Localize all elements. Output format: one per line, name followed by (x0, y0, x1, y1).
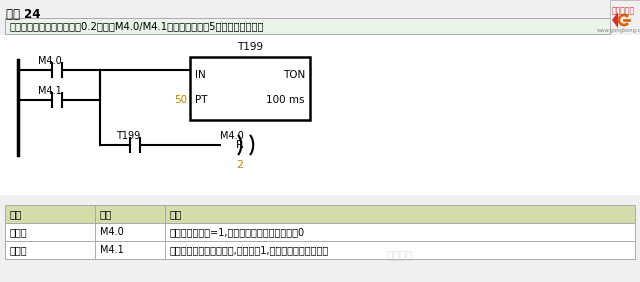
FancyBboxPatch shape (610, 0, 640, 36)
Text: IN: IN (195, 70, 205, 80)
Text: 网络 24: 网络 24 (6, 8, 40, 21)
Text: 50: 50 (174, 95, 187, 105)
FancyBboxPatch shape (0, 35, 640, 195)
FancyBboxPatch shape (190, 57, 310, 120)
Text: R: R (236, 140, 244, 150)
Text: 100 ms: 100 ms (266, 95, 305, 105)
Text: 接收中: 接收中 (10, 245, 28, 255)
Text: M4.0: M4.0 (38, 56, 61, 66)
Text: 符号: 符号 (10, 209, 22, 219)
FancyBboxPatch shape (5, 205, 635, 223)
Text: M4.0: M4.0 (100, 227, 124, 237)
Text: 发送数据时该位=1,发送完毕执行接收中断时置0: 发送数据时该位=1,发送完毕执行接收中断时置0 (170, 227, 305, 237)
Text: 工控老马: 工控老马 (387, 251, 413, 261)
Text: M4.1: M4.1 (38, 86, 61, 96)
Polygon shape (612, 12, 618, 28)
Text: 发送完毕后执行接收程序,该位置位1,接收完成或者超时复位: 发送完毕后执行接收程序,该位置位1,接收完成或者超时复位 (170, 245, 329, 255)
Text: 地址: 地址 (100, 209, 113, 219)
FancyBboxPatch shape (5, 241, 635, 259)
Text: 2: 2 (236, 160, 244, 170)
Text: 如果发送或接收超时，延时0.2秒复位M4.0/M4.1，这里暂时设置5秒是为了方便调试: 如果发送或接收超时，延时0.2秒复位M4.0/M4.1，这里暂时设置5秒是为了方… (9, 21, 264, 31)
Text: T199: T199 (237, 42, 263, 52)
Text: M4.0: M4.0 (220, 131, 244, 141)
FancyBboxPatch shape (5, 18, 610, 34)
Text: 注释: 注释 (170, 209, 182, 219)
Text: M4.1: M4.1 (100, 245, 124, 255)
Text: 中国工控网: 中国工控网 (611, 6, 635, 15)
Text: www.gongkong.com: www.gongkong.com (596, 28, 640, 33)
Text: 发送中: 发送中 (10, 227, 28, 237)
Text: TON: TON (283, 70, 305, 80)
Text: PT: PT (195, 95, 207, 105)
FancyBboxPatch shape (5, 223, 635, 241)
Text: T199: T199 (116, 131, 140, 141)
